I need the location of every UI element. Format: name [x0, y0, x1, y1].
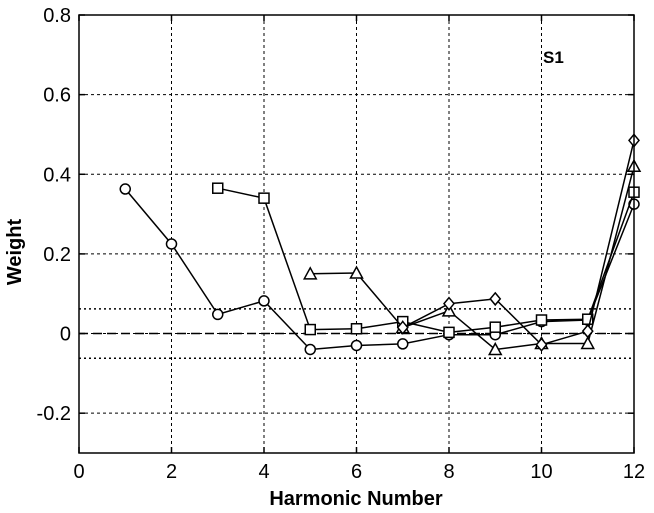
- axis-ticks: 0 2 4 6 8 10 12 -0.2 0 0.2 0.4 0.6 0.8: [37, 5, 646, 483]
- data-point-triangle: [302, 266, 318, 280]
- data-point-triangle: [580, 335, 596, 350]
- data-point-square: [258, 192, 270, 204]
- y-tick-label: 0.8: [43, 5, 71, 27]
- series-diamond: [396, 133, 640, 352]
- series-line-square: [217, 187, 635, 334]
- data-point-triangle: [487, 341, 503, 356]
- data-point-circle: [212, 308, 224, 321]
- y-tick-label: 0.4: [43, 164, 71, 186]
- data-point-square: [535, 314, 548, 326]
- x-tick-label: 2: [166, 461, 177, 483]
- data-point-diamond: [443, 296, 455, 311]
- x-tick-label: 4: [258, 461, 269, 483]
- data-point-diamond: [535, 337, 548, 352]
- series-line-circle: [124, 188, 635, 351]
- annotation-label: S1: [543, 48, 564, 67]
- x-tick-label: 8: [443, 461, 454, 483]
- data-point-circle: [165, 238, 178, 250]
- data-point-square: [443, 326, 455, 339]
- y-tick-label: 0.2: [43, 244, 71, 266]
- data-point-square: [304, 323, 316, 336]
- data-point-diamond: [581, 323, 594, 339]
- x-tick-label: 10: [530, 461, 552, 483]
- y-tick-label: 0: [60, 324, 71, 346]
- data-point-circle: [397, 338, 409, 350]
- data-point-diamond: [489, 291, 502, 307]
- data-point-circle: [258, 295, 270, 307]
- y-axis-title: Weight: [4, 219, 26, 286]
- x-tick-label: 0: [73, 461, 84, 483]
- x-tick-label: 6: [351, 461, 362, 483]
- data-point-diamond: [396, 320, 409, 335]
- x-tick-label: 12: [623, 461, 645, 483]
- data-point-triangle: [349, 265, 364, 279]
- series-line-diamond: [402, 140, 635, 346]
- x-axis-title: Harmonic Number: [269, 488, 443, 510]
- data-point-square: [489, 321, 501, 333]
- series-line-triangle: [310, 166, 635, 351]
- data-point-square: [350, 323, 363, 335]
- series-layer: [119, 133, 642, 356]
- series-circle: [119, 183, 640, 356]
- data-point-circle: [119, 183, 131, 195]
- data-point-circle: [350, 339, 363, 352]
- data-point-square: [212, 182, 224, 194]
- y-tick-label: 0.6: [43, 85, 71, 107]
- y-tick-label: -0.2: [37, 403, 71, 425]
- data-point-circle: [304, 343, 316, 356]
- reference-lines: [79, 308, 634, 359]
